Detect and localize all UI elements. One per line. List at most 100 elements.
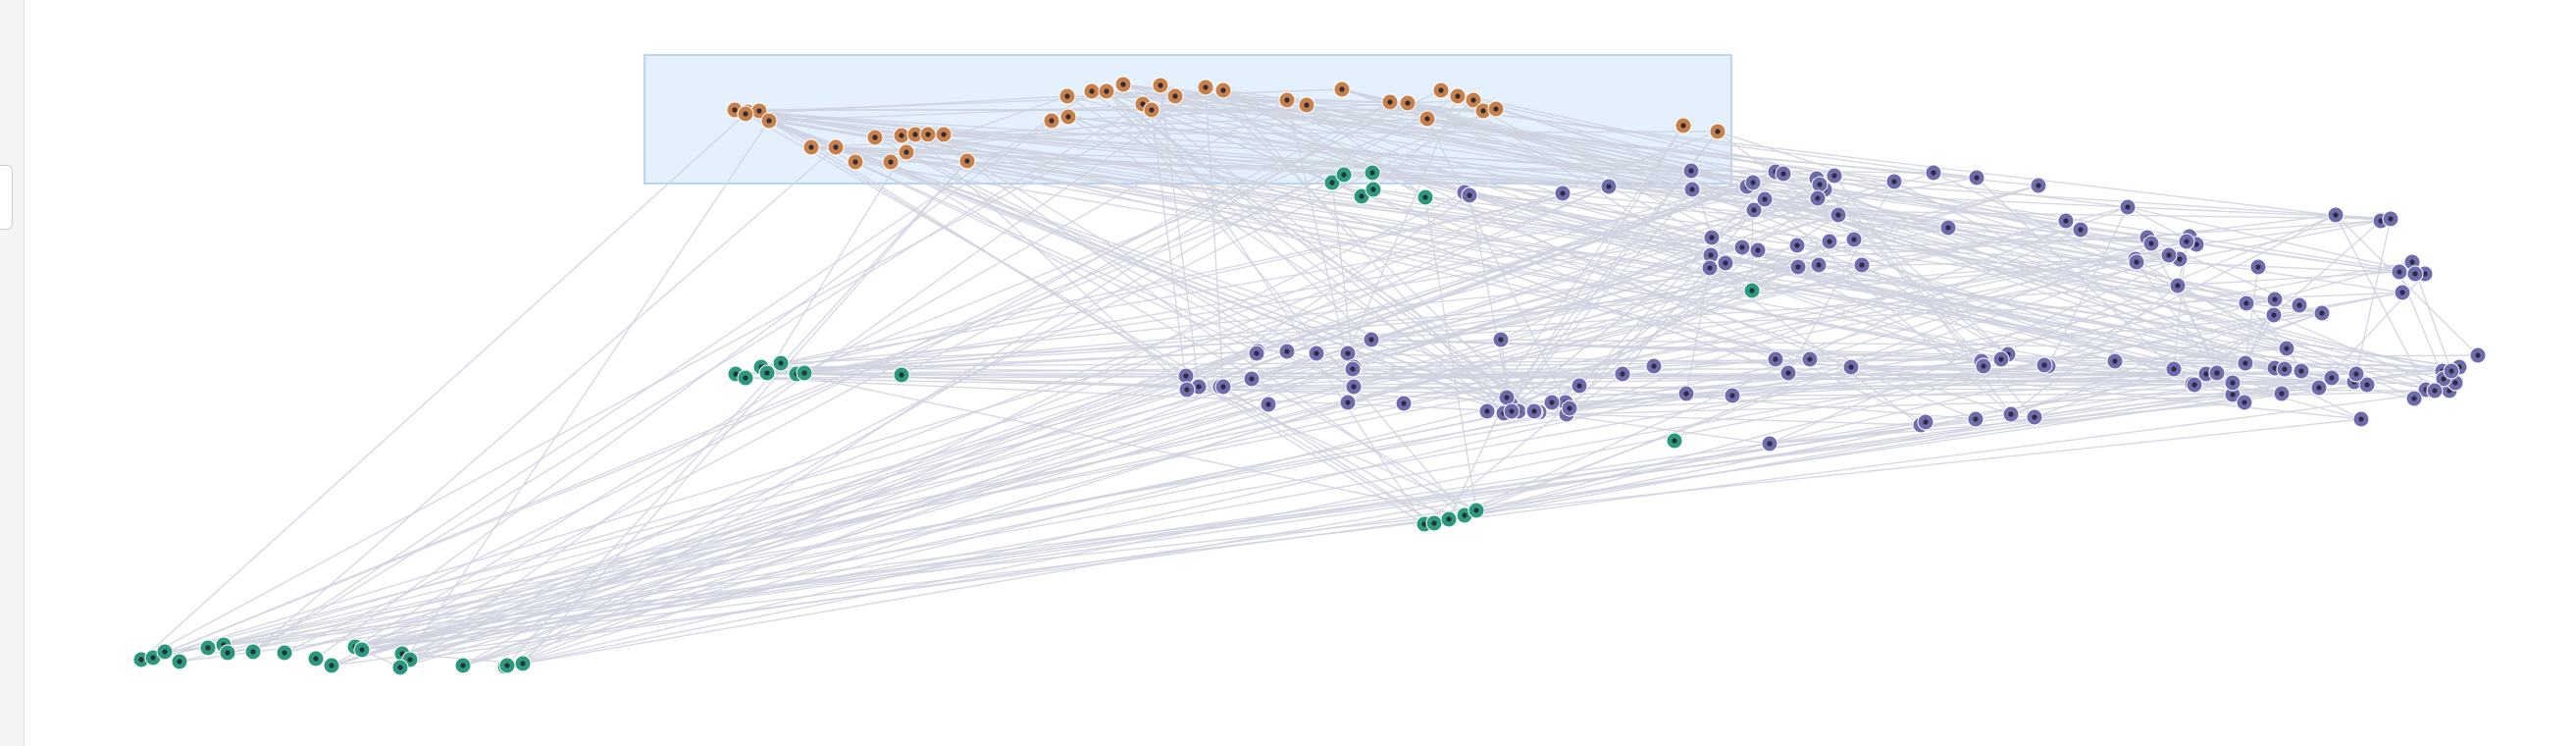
graph-node[interactable] [737,105,754,123]
graph-node[interactable] [1749,241,1767,259]
graph-node[interactable] [919,126,937,143]
graph-node[interactable] [2406,265,2424,283]
graph-node[interactable] [1645,357,1663,375]
graph-node[interactable] [1449,87,1467,105]
graph-node[interactable] [2426,382,2444,400]
graph-node[interactable] [514,655,532,672]
graph-node[interactable] [758,364,776,382]
graph-node[interactable] [353,641,371,659]
graph-node[interactable] [2358,376,2376,394]
graph-node[interactable] [1465,91,1482,109]
graph-node[interactable] [2142,235,2160,252]
graph-node[interactable] [1525,402,1543,420]
graph-node[interactable] [2169,277,2187,294]
graph-node[interactable] [2310,379,2328,397]
graph-node[interactable] [1152,77,1169,94]
graph-node[interactable] [2382,210,2399,228]
graph-node[interactable] [1214,81,1232,99]
graph-node[interactable] [1789,258,1807,276]
graph-node[interactable] [1614,365,1631,383]
graph-node[interactable] [772,354,790,372]
graph-node[interactable] [1278,343,1296,360]
graph-node[interactable] [1492,331,1510,348]
graph-node[interactable] [1571,377,1588,395]
graph-node[interactable] [1365,181,1382,198]
graph-node[interactable] [1364,164,1381,182]
graph-node[interactable] [847,153,864,171]
graph-node[interactable] [1917,413,1934,431]
graph-node[interactable] [1399,94,1417,112]
graph-node[interactable] [1177,367,1195,385]
graph-node[interactable] [2237,354,2254,372]
graph-node[interactable] [1143,101,1160,119]
graph-node[interactable] [882,153,900,171]
graph-node[interactable] [1701,259,1719,277]
graph-node[interactable] [2026,408,2043,426]
graph-node[interactable] [935,126,953,143]
graph-node[interactable] [1992,350,2010,368]
panel-collapse-handle[interactable] [0,165,13,230]
graph-node[interactable] [1323,174,1341,191]
graph-node[interactable] [1967,410,1984,428]
graph-node[interactable] [1810,256,1828,274]
graph-node[interactable] [1432,81,1450,99]
graph-node[interactable] [1709,123,1726,140]
graph-node[interactable] [2057,212,2075,230]
graph-node[interactable] [2405,390,2423,407]
graph-node[interactable] [2293,362,2310,380]
graph-node[interactable] [1344,360,1362,378]
graph-node[interactable] [2265,306,2283,324]
graph-node[interactable] [1503,402,1520,420]
graph-node[interactable] [1939,219,1957,237]
graph-node[interactable] [2186,376,2203,394]
graph-node[interactable] [2352,410,2370,428]
graph-node[interactable] [199,639,217,657]
graph-node[interactable] [1083,82,1101,100]
graph-node[interactable] [454,657,472,674]
graph-node[interactable] [898,143,915,161]
graph-node[interactable] [2249,258,2267,276]
graph-node[interactable] [2002,405,2020,423]
graph-node[interactable] [1363,331,1380,348]
graph-node[interactable] [1043,112,1060,130]
graph-node[interactable] [1826,167,1843,185]
graph-node[interactable] [1425,514,1443,532]
graph-node[interactable] [1418,110,1436,128]
graph-node[interactable] [1114,76,1132,93]
graph-node[interactable] [1468,502,1485,519]
graph-node[interactable] [1801,350,1819,368]
graph-node[interactable] [1761,435,1778,453]
graph-node[interactable] [1554,185,1571,202]
graph-node[interactable] [802,138,820,156]
graph-node[interactable] [1717,254,1734,272]
graph-node[interactable] [1335,166,1353,184]
graph-node[interactable] [156,643,174,661]
graph-node[interactable] [866,129,884,146]
graph-node[interactable] [827,138,845,156]
graph-node[interactable] [1339,394,1357,411]
graph-node[interactable] [1461,186,1478,204]
graph-node[interactable] [1098,82,1115,100]
graph-node[interactable] [2394,284,2411,301]
graph-node[interactable] [1677,385,1695,402]
graph-node[interactable] [1809,189,1827,207]
graph-node[interactable] [1925,164,1942,182]
graph-node[interactable] [1600,178,1618,195]
graph-node[interactable] [2030,177,2047,194]
graph-node[interactable] [2469,346,2487,364]
graph-node[interactable] [2178,233,2195,250]
graph-node[interactable] [1975,357,1992,375]
graph-node[interactable] [1278,91,1296,109]
graph-node[interactable] [1395,395,1413,412]
graph-node[interactable] [307,650,325,667]
graph-node[interactable] [2347,365,2365,383]
graph-node[interactable] [1779,364,1797,382]
graph-node[interactable] [2224,386,2241,403]
graph-node[interactable] [1703,229,1721,246]
graph-node[interactable] [2266,291,2284,308]
graph-node[interactable] [2165,360,2183,378]
graph-node[interactable] [2035,356,2053,374]
graph-node[interactable] [1178,381,1196,399]
graph-node[interactable] [2238,294,2255,312]
graph-node[interactable] [1756,190,1774,208]
